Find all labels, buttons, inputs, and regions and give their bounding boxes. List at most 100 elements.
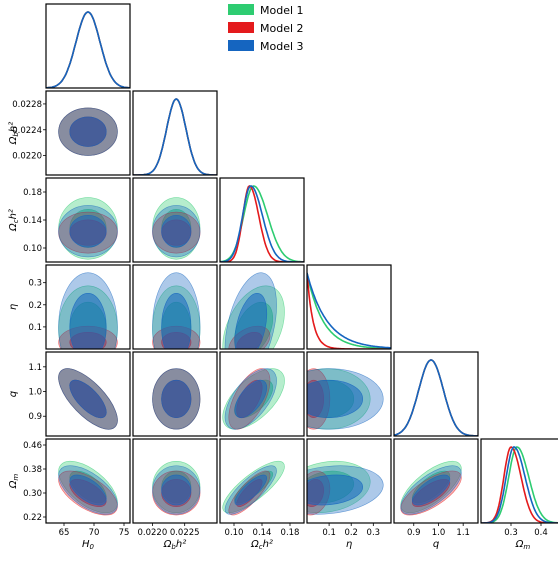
panel-och2-q bbox=[219, 351, 305, 437]
x-tick-label: 0.14 bbox=[253, 528, 272, 538]
contour-68-model-3 bbox=[161, 474, 192, 506]
panel-H0-om: 65 70 75 0.22 0.30 0.38 0.46 bbox=[23, 438, 131, 538]
contour-68-model-3 bbox=[69, 474, 107, 506]
panel-content bbox=[58, 197, 118, 260]
legend-label-3: Model 3 bbox=[260, 40, 304, 53]
panel-q-om: 0.9 1.0 1.1 bbox=[393, 438, 479, 538]
panel-frame bbox=[132, 351, 218, 437]
contour-68-model-3 bbox=[411, 474, 451, 506]
y-tick-label: 0.18 bbox=[23, 188, 42, 198]
curve-model-3 bbox=[394, 359, 478, 436]
panel-content bbox=[220, 185, 304, 262]
panel-frame bbox=[480, 438, 558, 524]
y-tick-label: 0.0220 bbox=[12, 152, 42, 162]
panel-och2-om: 0.10 0.14 0.18 bbox=[219, 438, 305, 538]
panel-frame bbox=[132, 438, 218, 524]
panel-content bbox=[58, 460, 118, 516]
contour-68-model-3 bbox=[234, 292, 268, 349]
panel-content bbox=[307, 460, 384, 516]
contour-68-model-3 bbox=[69, 214, 107, 248]
curve-model-3 bbox=[307, 272, 391, 349]
panel-frame bbox=[45, 3, 131, 89]
contour-68-model-3 bbox=[161, 214, 192, 248]
y-tick-label: 1.1 bbox=[28, 363, 42, 373]
panel-content bbox=[307, 368, 384, 430]
panel-om-om: 0.3 0.4 bbox=[480, 438, 558, 538]
legend: Model 1 Model 2 Model 3 bbox=[228, 4, 304, 53]
curve-model-3 bbox=[46, 11, 130, 88]
panel-H0-H0 bbox=[45, 3, 131, 89]
curve-model-2 bbox=[46, 11, 130, 88]
panel-frame bbox=[393, 351, 479, 437]
y-tick-label: 0.0228 bbox=[12, 100, 42, 110]
y-tick-label: 0.0224 bbox=[12, 126, 42, 136]
panel-eta-q bbox=[306, 351, 392, 437]
x-tick-label: 70 bbox=[89, 528, 100, 538]
y-tick-label: 1.0 bbox=[28, 388, 42, 398]
contour-68-model-3 bbox=[234, 474, 268, 506]
panel-frame bbox=[132, 177, 218, 263]
x-axis-label-obh2: Ωbh² bbox=[163, 539, 186, 551]
x-tick-label: 0.4 bbox=[534, 528, 548, 538]
panel-obh2-om: 0.0220 0.0225 bbox=[132, 438, 218, 538]
panel-content bbox=[222, 272, 285, 349]
panel-frame bbox=[132, 264, 218, 350]
x-tick-label: 1.1 bbox=[456, 528, 470, 538]
x-tick-label: 0.3 bbox=[367, 528, 381, 538]
panel-content bbox=[400, 460, 462, 516]
legend-swatch-1 bbox=[228, 4, 254, 15]
y-tick-label: 0.2 bbox=[28, 301, 42, 311]
panel-content bbox=[307, 272, 391, 349]
panel-eta-om: 0.1 0.2 0.3 bbox=[306, 438, 392, 538]
contour-68-model-3 bbox=[307, 474, 364, 506]
curve-model-1 bbox=[481, 446, 558, 523]
curve-model-2 bbox=[481, 446, 558, 523]
y-tick-label: 0.3 bbox=[28, 279, 42, 289]
y-tick-label: 0.10 bbox=[23, 244, 42, 254]
panel-content bbox=[152, 368, 201, 430]
y-axis-label-q: q bbox=[8, 391, 19, 397]
curve-model-1 bbox=[133, 98, 217, 175]
panel-H0-q: 0.9 1.0 1.1 bbox=[28, 351, 131, 437]
panel-content bbox=[58, 368, 118, 430]
panels: 0.02200.02240.02280.100.140.180.10.20.30… bbox=[8, 3, 558, 551]
panel-obh2-eta bbox=[132, 264, 218, 350]
panel-frame bbox=[45, 264, 131, 350]
panel-content bbox=[58, 107, 118, 156]
y-tick-label: 0.38 bbox=[23, 465, 42, 475]
x-tick-label: 1.0 bbox=[432, 528, 446, 538]
panel-frame bbox=[132, 90, 218, 176]
x-tick-label: 0.10 bbox=[225, 528, 244, 538]
panel-frame bbox=[219, 264, 305, 350]
x-tick-label: 75 bbox=[119, 528, 130, 538]
curve-model-2 bbox=[220, 185, 304, 262]
y-axis-label-obh2: Ωbh² bbox=[8, 122, 20, 145]
y-axis-label-och2: Ωch² bbox=[8, 209, 20, 232]
legend-swatch-2 bbox=[228, 22, 254, 33]
panel-frame bbox=[45, 351, 131, 437]
x-tick-label: 0.9 bbox=[407, 528, 421, 538]
panel-frame bbox=[219, 351, 305, 437]
panel-content bbox=[46, 11, 130, 88]
panel-content bbox=[152, 197, 201, 260]
y-tick-label: 0.46 bbox=[23, 441, 42, 451]
panel-obh2-obh2 bbox=[132, 90, 218, 176]
panel-och2-eta bbox=[219, 264, 305, 350]
panel-obh2-och2 bbox=[132, 177, 218, 263]
contour-68-model-3 bbox=[69, 379, 107, 419]
panel-q-q bbox=[393, 351, 479, 437]
x-axis-label-H0: H0 bbox=[82, 539, 95, 551]
legend-label-1: Model 1 bbox=[260, 4, 304, 17]
panel-frame bbox=[306, 438, 392, 524]
x-tick-label: 0.18 bbox=[281, 528, 300, 538]
panel-content bbox=[58, 272, 118, 349]
x-tick-label: 0.2 bbox=[344, 528, 358, 538]
panel-frame bbox=[393, 438, 479, 524]
panel-content bbox=[394, 359, 478, 436]
curve-model-1 bbox=[307, 272, 391, 349]
curve-model-3 bbox=[133, 98, 217, 175]
panel-eta-eta bbox=[306, 264, 392, 350]
panel-och2-och2 bbox=[219, 177, 305, 263]
panel-frame bbox=[45, 438, 131, 524]
